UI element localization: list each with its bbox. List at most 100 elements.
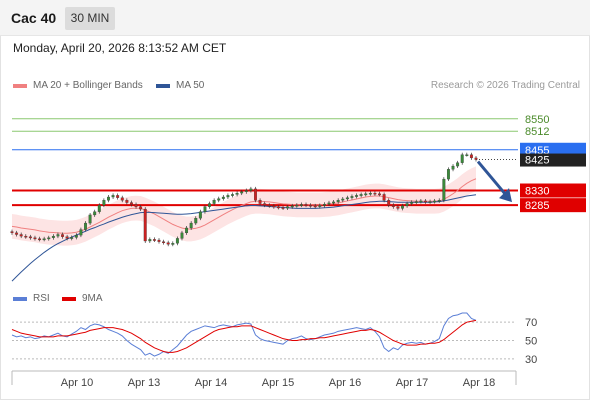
candle-body — [387, 200, 391, 206]
candle — [217, 196, 221, 203]
candle-body — [309, 205, 313, 207]
candle-body — [125, 200, 129, 203]
candle — [272, 203, 276, 209]
candle — [405, 201, 409, 208]
candle — [336, 198, 340, 204]
candle-body — [15, 232, 19, 235]
candle — [474, 155, 478, 162]
candle-body — [410, 202, 414, 204]
legend-item-ma50: MA 50 — [156, 80, 204, 91]
candle-body — [322, 204, 326, 206]
candle — [175, 236, 179, 246]
candle-body — [345, 197, 349, 200]
candle — [208, 201, 211, 209]
candle — [355, 193, 359, 199]
candle-body — [373, 192, 377, 195]
candle-body — [231, 194, 234, 196]
candle-body — [203, 206, 207, 212]
candle — [263, 201, 267, 208]
legend-item-rsi: RSI — [13, 293, 50, 304]
candle — [277, 204, 280, 210]
candle — [364, 191, 368, 197]
candle-body — [336, 200, 340, 203]
candle-body — [451, 165, 455, 170]
candle-body — [318, 205, 322, 207]
candle — [24, 234, 28, 239]
candle — [226, 193, 230, 199]
candle — [152, 237, 156, 242]
candle — [295, 203, 299, 208]
candle-body — [134, 204, 138, 207]
candle — [410, 200, 414, 206]
candle — [456, 160, 460, 169]
candle — [93, 209, 97, 217]
candle — [74, 233, 78, 240]
candle-body — [350, 196, 354, 198]
credit-text: Research © 2026 Trading Central — [430, 80, 580, 91]
candle — [70, 235, 74, 241]
candle-body — [56, 234, 60, 237]
candle — [387, 198, 391, 208]
x-tick-label: Apr 10 — [61, 377, 93, 389]
candle — [198, 209, 202, 221]
legend-item-ma20: MA 20 + Bollinger Bands — [13, 80, 143, 91]
candle-body — [226, 195, 230, 198]
candle-body — [295, 205, 299, 207]
candle-body — [42, 238, 46, 241]
candle — [10, 229, 14, 235]
ma20-swatch — [13, 83, 27, 88]
x-tick-label: Apr 15 — [262, 377, 294, 389]
candle — [299, 202, 303, 208]
last-price-label: 8425 — [525, 155, 549, 167]
candle-body — [341, 198, 345, 201]
candle — [139, 204, 143, 212]
candle-body — [456, 162, 460, 167]
level-tag-8285: 8285 — [520, 198, 586, 213]
candle-body — [47, 237, 51, 240]
candle-body — [442, 178, 446, 201]
candle — [258, 198, 262, 206]
candle — [254, 186, 257, 203]
candle-body — [221, 196, 225, 199]
level-label-8330: 8330 — [525, 186, 549, 198]
timeframe-button[interactable]: 30 MIN — [65, 7, 115, 30]
candle — [267, 203, 271, 208]
candle — [373, 191, 377, 196]
legend-label-9ma: 9MA — [82, 293, 103, 304]
candle-body — [277, 206, 280, 209]
candle-body — [143, 208, 147, 242]
candle-body — [378, 193, 381, 196]
legend-label-rsi: RSI — [33, 293, 50, 304]
candle — [249, 186, 253, 193]
candle-body — [175, 238, 179, 244]
candle — [469, 152, 473, 160]
candle-body — [19, 234, 23, 237]
candle — [97, 203, 101, 214]
candle-body — [327, 202, 331, 205]
x-tick-label: Apr 18 — [463, 377, 495, 389]
candle-body — [93, 211, 97, 216]
candle — [419, 198, 423, 204]
candle-body — [74, 234, 78, 238]
rsi-tick-30: 30 — [525, 354, 537, 366]
candle — [446, 167, 450, 182]
candle — [290, 203, 294, 209]
candle-body — [313, 205, 317, 208]
ma50-swatch — [156, 83, 170, 88]
candle — [33, 235, 37, 241]
candle — [166, 240, 170, 247]
candle — [350, 194, 354, 200]
candle — [240, 189, 244, 196]
x-tick-label: Apr 13 — [128, 377, 160, 389]
candle-body — [281, 207, 285, 209]
candle — [396, 204, 400, 211]
candle — [157, 238, 161, 244]
candle-body — [185, 227, 189, 234]
candle-body — [38, 238, 42, 241]
candle — [180, 230, 184, 241]
candle-body — [414, 201, 418, 203]
candle — [143, 207, 147, 243]
candle-body — [304, 204, 308, 206]
candle-body — [469, 154, 473, 159]
